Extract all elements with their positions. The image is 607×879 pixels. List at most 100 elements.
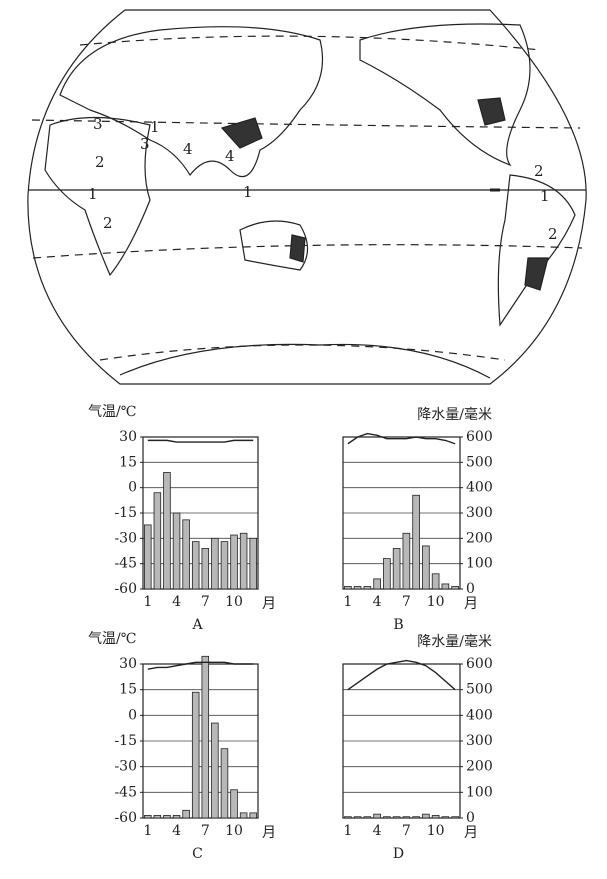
y2-tick-label: 200 — [466, 759, 493, 775]
temperature-line — [347, 659, 456, 691]
bar — [153, 492, 162, 590]
bar — [392, 816, 401, 819]
bar — [363, 586, 372, 590]
map-outline — [27, 9, 587, 385]
plot-frame — [142, 436, 259, 590]
x-tick-label: 4 — [172, 594, 181, 610]
x-tick-label: 7 — [201, 594, 210, 610]
plot-frame — [342, 436, 461, 590]
x-tick-label: 4 — [373, 594, 382, 610]
continent-north-america — [359, 23, 531, 167]
x-tick-label: 1 — [143, 823, 152, 839]
map-label: 4 — [183, 140, 193, 158]
bar — [182, 519, 190, 590]
bar — [344, 816, 352, 819]
bar — [153, 815, 162, 819]
continent-antarctica — [119, 343, 491, 379]
y2-tick-label: 300 — [466, 733, 493, 749]
continent-south-america — [497, 174, 576, 327]
bar — [230, 789, 238, 819]
temperature-line — [147, 661, 254, 670]
continent-eurasia — [59, 26, 324, 178]
bar — [451, 816, 459, 819]
bar — [201, 548, 210, 590]
y-tick-label: -30 — [114, 759, 137, 775]
x-axis-label: 月 — [262, 825, 276, 841]
y-tick-label: 30 — [119, 656, 137, 672]
tropic-line — [31, 119, 581, 129]
bar — [163, 815, 171, 819]
y2-tick-label: 500 — [466, 682, 493, 698]
bar — [249, 537, 257, 590]
bar — [353, 816, 362, 819]
bar — [402, 816, 411, 819]
y2-tick-label: 0 — [466, 810, 475, 826]
bar — [230, 534, 238, 590]
temperature-line — [147, 439, 254, 443]
shaded-region — [524, 257, 549, 291]
bar — [383, 816, 391, 819]
bar — [373, 578, 381, 590]
plot-frame — [142, 663, 259, 819]
bar — [163, 472, 171, 590]
chart-title: B — [393, 617, 403, 633]
bar — [201, 655, 210, 819]
bar — [353, 586, 362, 590]
map-label: 3 — [93, 115, 103, 133]
bar — [412, 816, 420, 819]
y2-tick-label: 100 — [466, 784, 493, 800]
bar — [431, 573, 440, 590]
chart-title: D — [393, 846, 404, 862]
continent-australia — [239, 220, 309, 271]
bar — [422, 545, 430, 590]
bar — [220, 541, 229, 590]
bar — [182, 809, 190, 819]
y2-tick-label: 200 — [466, 530, 493, 546]
x-tick-label: 1 — [143, 594, 152, 610]
y2-tick-label: 100 — [466, 556, 493, 572]
y-tick-label: 0 — [128, 707, 137, 723]
y2-tick-label: 0 — [466, 581, 475, 597]
x-tick-label: 1 — [343, 823, 352, 839]
x-axis-label: 月 — [464, 825, 478, 841]
bar — [412, 494, 420, 590]
x-tick-label: 10 — [225, 594, 243, 610]
map-label: 2 — [548, 225, 558, 243]
y-tick-label: -30 — [114, 530, 137, 546]
bar — [211, 722, 219, 819]
x-axis-label: 月 — [262, 596, 276, 612]
x-tick-label: 10 — [225, 823, 243, 839]
bar — [191, 691, 200, 819]
map-label: 1 — [150, 118, 160, 136]
polar-line — [79, 35, 541, 51]
map-label: 3 — [140, 135, 150, 153]
bar — [144, 524, 152, 590]
bar — [422, 813, 430, 819]
x-tick-label: 7 — [201, 823, 210, 839]
map-label: 2 — [103, 214, 113, 232]
bar — [172, 815, 181, 819]
y2-axis-label: 降水量/毫米 — [417, 633, 492, 650]
y-tick-label: 30 — [119, 429, 137, 445]
plot-frame — [342, 663, 461, 819]
y2-tick-label: 600 — [466, 656, 493, 672]
x-tick-label: 1 — [343, 594, 352, 610]
x-tick-label: 4 — [373, 823, 382, 839]
shaded-region — [289, 234, 306, 263]
shaded-region — [220, 117, 263, 149]
y2-axis-label: 降水量/毫米 — [417, 406, 492, 423]
bar — [441, 583, 450, 590]
map-label: 4 — [225, 147, 235, 165]
x-tick-label: 4 — [172, 823, 181, 839]
bar — [402, 532, 411, 590]
y-tick-label: -45 — [114, 784, 137, 800]
y-tick-label: -60 — [114, 581, 137, 597]
x-tick-label: 10 — [427, 594, 445, 610]
y-tick-label: -15 — [114, 505, 137, 521]
shaded-region — [477, 97, 506, 126]
chart-title: A — [191, 617, 203, 633]
y2-tick-label: 600 — [466, 429, 493, 445]
y2-tick-label: 400 — [466, 707, 493, 723]
bar — [211, 537, 219, 590]
